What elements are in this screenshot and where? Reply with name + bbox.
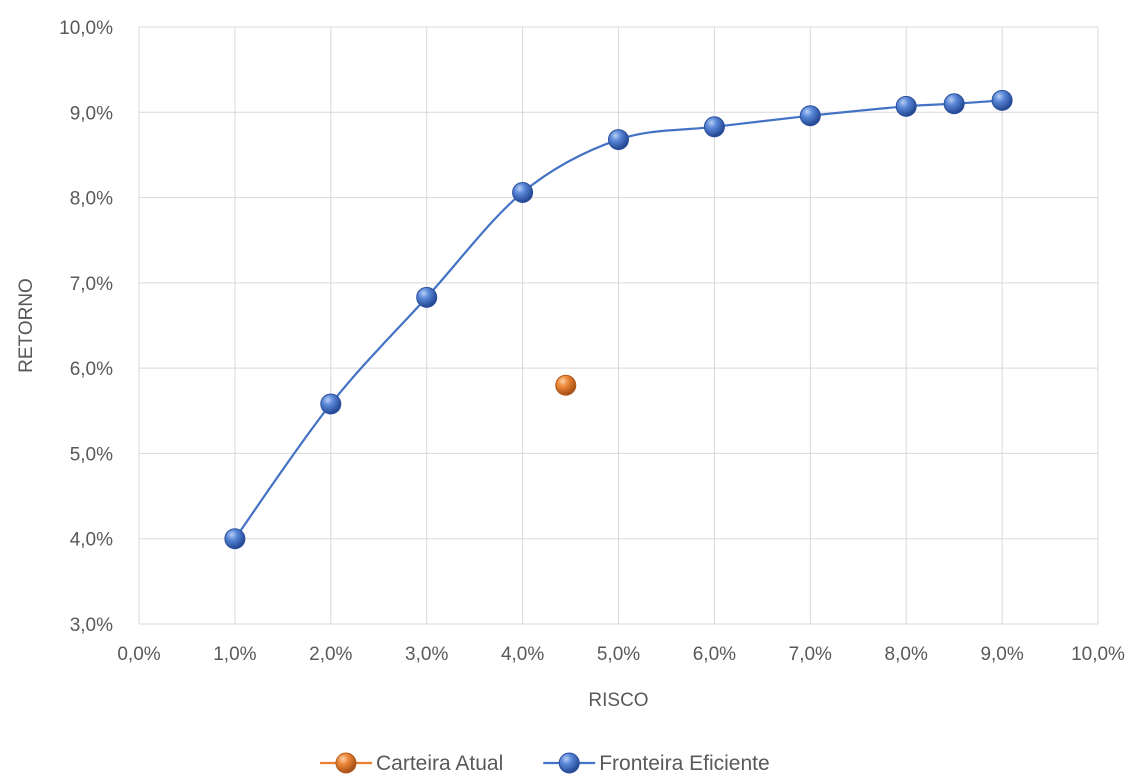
y-tick-label: 3,0% xyxy=(70,615,113,636)
series-layer xyxy=(224,89,1013,550)
data-point xyxy=(943,93,965,115)
legend-label: Fronteira Eficiente xyxy=(599,752,769,775)
legend-item: Fronteira Eficiente xyxy=(543,752,770,775)
x-tick-label: 8,0% xyxy=(885,644,928,665)
legend: Carteira Atual Fronteira Eficiente xyxy=(320,752,770,775)
x-tick-label: 7,0% xyxy=(789,644,832,665)
data-point xyxy=(895,95,917,117)
data-point xyxy=(416,286,438,308)
data-point xyxy=(703,116,725,138)
data-point xyxy=(555,374,577,396)
y-tick-label: 9,0% xyxy=(70,103,113,124)
x-tick-label: 0,0% xyxy=(117,644,160,665)
x-tick-label: 1,0% xyxy=(213,644,256,665)
data-point xyxy=(224,528,246,550)
data-point xyxy=(320,393,342,415)
y-axis-title: RETORNO xyxy=(16,278,37,373)
x-tick-label: 5,0% xyxy=(597,644,640,665)
y-tick-label: 5,0% xyxy=(70,444,113,465)
legend-label: Carteira Atual xyxy=(376,752,503,775)
data-point xyxy=(608,129,629,151)
x-axis-title: RISCO xyxy=(588,690,648,711)
y-tick-label: 4,0% xyxy=(70,530,113,551)
y-tick-label: 7,0% xyxy=(70,274,113,295)
legend-marker xyxy=(335,752,357,774)
y-tick-label: 10,0% xyxy=(59,18,113,39)
y-tick-label: 6,0% xyxy=(70,359,113,380)
legend-marker xyxy=(558,752,580,774)
axis-tick-labels: 0,0% 1,0% 2,0% 3,0% 4,0% 5,0% 6,0% 7,0% 8,0% 9,0%… xyxy=(59,18,1125,665)
data-point xyxy=(512,181,534,203)
legend-item: Carteira Atual xyxy=(320,752,503,775)
x-tick-label: 9,0% xyxy=(980,644,1023,665)
x-tick-label: 2,0% xyxy=(309,644,352,665)
gridlines xyxy=(138,26,1099,625)
x-tick-label: 4,0% xyxy=(501,644,544,665)
data-point xyxy=(991,89,1013,111)
x-tick-label: 3,0% xyxy=(405,644,448,665)
y-tick-label: 8,0% xyxy=(70,189,113,210)
data-point xyxy=(799,105,821,127)
x-tick-label: 6,0% xyxy=(693,644,736,665)
x-tick-label: 10,0% xyxy=(1071,644,1125,665)
